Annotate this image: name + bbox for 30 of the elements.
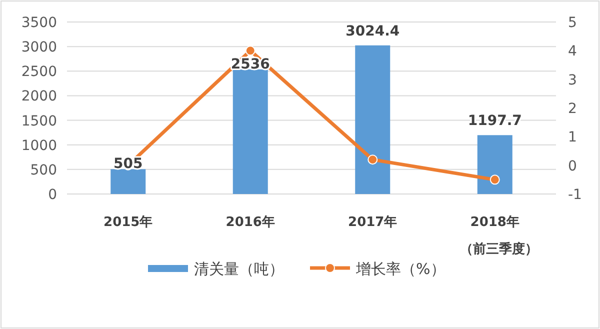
point (368, 154, 378, 165)
y2-tick-label: 0 (568, 158, 577, 174)
point (490, 174, 500, 185)
y-tick-label: 0 (48, 187, 57, 203)
y2-tick-label: 1 (568, 130, 577, 146)
data-label: 1197.7 (468, 113, 522, 130)
y-tick-label: 3000 (21, 40, 57, 56)
y2-tick-label: -1 (568, 187, 582, 203)
data-label: 3024.4 (346, 23, 400, 40)
bar (355, 45, 390, 194)
y-tick-label: 2500 (21, 64, 57, 80)
y2-tick-label: 5 (568, 15, 577, 31)
bar (477, 135, 512, 194)
x-tick-label: 2018年（前三季度） (460, 215, 538, 257)
y-tick-label: 2000 (21, 88, 57, 105)
legend-label: 增长率（%） (355, 260, 446, 278)
y-tick-label: 1000 (21, 138, 57, 154)
bar (232, 69, 268, 194)
bar (110, 169, 146, 194)
y2-tick-label: 2 (568, 101, 577, 117)
y-tick-label: 3500 (21, 15, 57, 31)
y-tick-label: 1500 (21, 113, 57, 130)
point (245, 46, 256, 56)
y-tick-label: 500 (30, 162, 57, 178)
x-tick-label: 2015年 (104, 215, 153, 230)
x-tick-label: 2017年 (348, 215, 398, 230)
legend-label: 清关量（吨） (194, 260, 284, 278)
y2-tick-label: 3 (568, 72, 577, 88)
x-tick-label: 2016年 (226, 215, 275, 230)
y2-tick-label: 4 (568, 44, 577, 60)
